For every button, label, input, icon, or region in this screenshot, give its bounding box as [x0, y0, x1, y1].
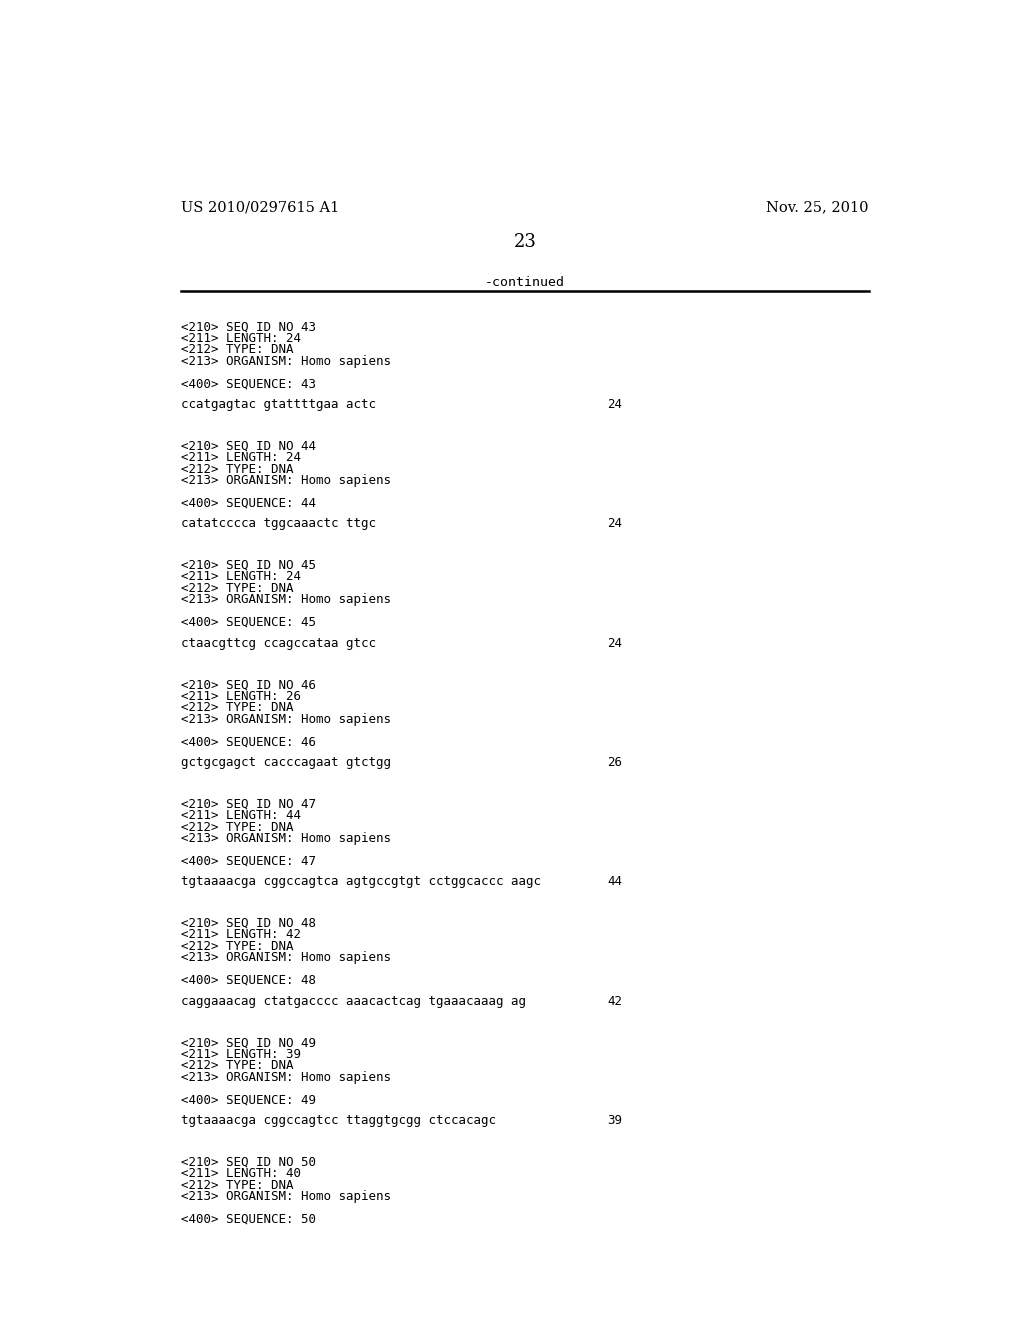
Text: <400> SEQUENCE: 43: <400> SEQUENCE: 43 [180, 378, 315, 391]
Text: <211> LENGTH: 24: <211> LENGTH: 24 [180, 331, 301, 345]
Text: <400> SEQUENCE: 45: <400> SEQUENCE: 45 [180, 615, 315, 628]
Text: <210> SEQ ID NO 48: <210> SEQ ID NO 48 [180, 917, 315, 929]
Text: <210> SEQ ID NO 49: <210> SEQ ID NO 49 [180, 1036, 315, 1049]
Text: <212> TYPE: DNA: <212> TYPE: DNA [180, 343, 293, 356]
Text: <213> ORGANISM: Homo sapiens: <213> ORGANISM: Homo sapiens [180, 594, 391, 606]
Text: <210> SEQ ID NO 45: <210> SEQ ID NO 45 [180, 558, 315, 572]
Text: <213> ORGANISM: Homo sapiens: <213> ORGANISM: Homo sapiens [180, 952, 391, 965]
Text: <212> TYPE: DNA: <212> TYPE: DNA [180, 821, 293, 834]
Text: <210> SEQ ID NO 46: <210> SEQ ID NO 46 [180, 678, 315, 692]
Text: tgtaaaacga cggccagtca agtgccgtgt cctggcaccc aagc: tgtaaaacga cggccagtca agtgccgtgt cctggca… [180, 875, 541, 888]
Text: <210> SEQ ID NO 43: <210> SEQ ID NO 43 [180, 321, 315, 333]
Text: <211> LENGTH: 26: <211> LENGTH: 26 [180, 689, 301, 702]
Text: <212> TYPE: DNA: <212> TYPE: DNA [180, 701, 293, 714]
Text: <211> LENGTH: 44: <211> LENGTH: 44 [180, 809, 301, 822]
Text: <211> LENGTH: 24: <211> LENGTH: 24 [180, 570, 301, 583]
Text: <400> SEQUENCE: 44: <400> SEQUENCE: 44 [180, 496, 315, 510]
Text: ctaacgttcg ccagccataa gtcc: ctaacgttcg ccagccataa gtcc [180, 636, 376, 649]
Text: <210> SEQ ID NO 44: <210> SEQ ID NO 44 [180, 440, 315, 453]
Text: Nov. 25, 2010: Nov. 25, 2010 [766, 201, 869, 215]
Text: 24: 24 [607, 517, 622, 531]
Text: <211> LENGTH: 24: <211> LENGTH: 24 [180, 451, 301, 465]
Text: <212> TYPE: DNA: <212> TYPE: DNA [180, 1179, 293, 1192]
Text: <211> LENGTH: 39: <211> LENGTH: 39 [180, 1048, 301, 1061]
Text: 23: 23 [513, 234, 537, 251]
Text: <400> SEQUENCE: 50: <400> SEQUENCE: 50 [180, 1213, 315, 1225]
Text: 24: 24 [607, 636, 622, 649]
Text: <211> LENGTH: 42: <211> LENGTH: 42 [180, 928, 301, 941]
Text: <210> SEQ ID NO 50: <210> SEQ ID NO 50 [180, 1155, 315, 1168]
Text: <400> SEQUENCE: 48: <400> SEQUENCE: 48 [180, 974, 315, 987]
Text: <213> ORGANISM: Homo sapiens: <213> ORGANISM: Homo sapiens [180, 1191, 391, 1204]
Text: catatcccca tggcaaactc ttgc: catatcccca tggcaaactc ttgc [180, 517, 376, 531]
Text: -continued: -continued [484, 276, 565, 289]
Text: <213> ORGANISM: Homo sapiens: <213> ORGANISM: Homo sapiens [180, 713, 391, 726]
Text: 44: 44 [607, 875, 622, 888]
Text: <212> TYPE: DNA: <212> TYPE: DNA [180, 462, 293, 475]
Text: <213> ORGANISM: Homo sapiens: <213> ORGANISM: Homo sapiens [180, 832, 391, 845]
Text: <212> TYPE: DNA: <212> TYPE: DNA [180, 582, 293, 595]
Text: <400> SEQUENCE: 47: <400> SEQUENCE: 47 [180, 854, 315, 867]
Text: US 2010/0297615 A1: US 2010/0297615 A1 [180, 201, 339, 215]
Text: <211> LENGTH: 40: <211> LENGTH: 40 [180, 1167, 301, 1180]
Text: <400> SEQUENCE: 49: <400> SEQUENCE: 49 [180, 1093, 315, 1106]
Text: <212> TYPE: DNA: <212> TYPE: DNA [180, 940, 293, 953]
Text: <400> SEQUENCE: 46: <400> SEQUENCE: 46 [180, 735, 315, 748]
Text: caggaaacag ctatgacccc aaacactcag tgaaacaaag ag: caggaaacag ctatgacccc aaacactcag tgaaaca… [180, 995, 525, 1007]
Text: 39: 39 [607, 1114, 622, 1127]
Text: 24: 24 [607, 397, 622, 411]
Text: 42: 42 [607, 995, 622, 1007]
Text: 26: 26 [607, 756, 622, 770]
Text: gctgcgagct cacccagaat gtctgg: gctgcgagct cacccagaat gtctgg [180, 756, 391, 770]
Text: <213> ORGANISM: Homo sapiens: <213> ORGANISM: Homo sapiens [180, 1071, 391, 1084]
Text: <213> ORGANISM: Homo sapiens: <213> ORGANISM: Homo sapiens [180, 474, 391, 487]
Text: <212> TYPE: DNA: <212> TYPE: DNA [180, 1059, 293, 1072]
Text: tgtaaaacga cggccagtcc ttaggtgcgg ctccacagc: tgtaaaacga cggccagtcc ttaggtgcgg ctccaca… [180, 1114, 496, 1127]
Text: <213> ORGANISM: Homo sapiens: <213> ORGANISM: Homo sapiens [180, 355, 391, 368]
Text: ccatgagtac gtattttgaa actc: ccatgagtac gtattttgaa actc [180, 397, 376, 411]
Text: <210> SEQ ID NO 47: <210> SEQ ID NO 47 [180, 797, 315, 810]
